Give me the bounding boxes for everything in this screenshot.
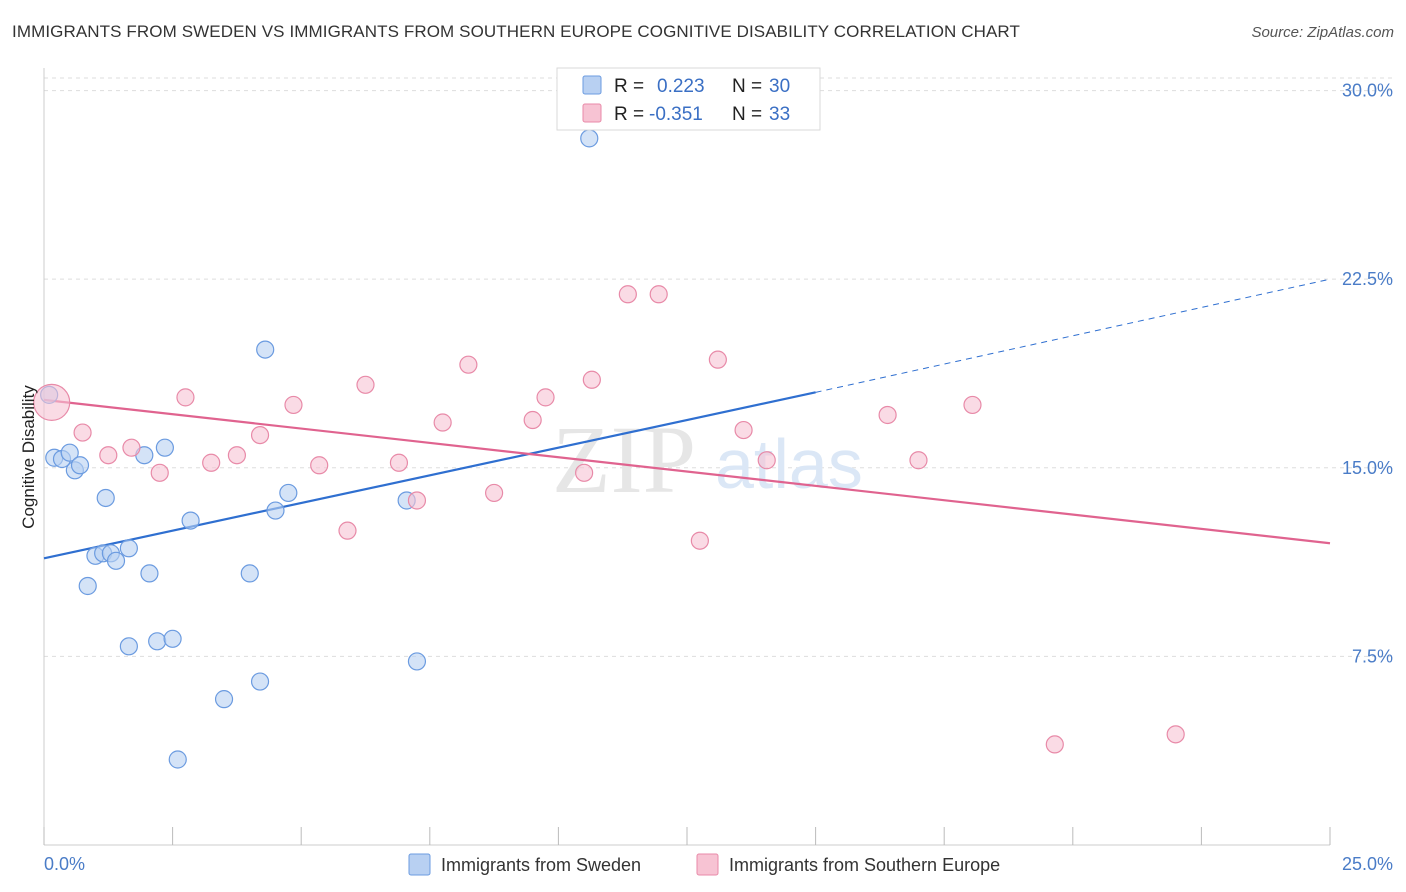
points-layer	[33, 129, 1185, 769]
point-sweden-12	[119, 539, 138, 558]
y-tick-label-2: 22.5%	[1342, 269, 1393, 289]
point-southern-16	[459, 355, 478, 374]
point-southern-18	[523, 410, 542, 430]
point-southern-12	[356, 375, 375, 394]
point-sweden-13	[119, 637, 138, 656]
point-southern-17	[485, 483, 504, 503]
point-southern-23	[649, 285, 668, 304]
point-southern-9	[284, 395, 303, 415]
legend-r-value-sweden: 0.223	[657, 76, 705, 97]
point-sweden-17	[155, 438, 174, 457]
y-axis-title: Cognitive Disability	[19, 385, 38, 529]
axis-layer	[43, 68, 1331, 846]
point-sweden-28	[407, 652, 427, 671]
trend-line-sweden-extension	[815, 278, 1331, 393]
legend-n-label-southern: N =	[732, 104, 762, 125]
legend-r-label-southern: R =	[614, 104, 644, 125]
legend-n-value-southern: 33	[769, 104, 790, 125]
bottom-legend-swatch-southern	[696, 853, 719, 876]
point-southern-8	[250, 425, 270, 445]
point-southern-5	[176, 388, 195, 407]
point-sweden-22	[240, 564, 259, 583]
point-southern-26	[734, 420, 753, 440]
point-southern-0	[33, 383, 71, 422]
y-tick-label-0: 7.5%	[1352, 646, 1393, 666]
point-sweden-5	[70, 456, 90, 475]
legend-r-value-southern: -0.351	[649, 104, 703, 125]
trend-layer	[43, 278, 1331, 560]
bottom-legend-swatch-sweden	[408, 853, 431, 876]
point-sweden-15	[140, 564, 159, 583]
point-southern-21	[582, 370, 601, 389]
point-southern-20	[575, 463, 594, 482]
point-sweden-26	[279, 483, 298, 503]
point-southern-3	[122, 438, 141, 457]
point-sweden-25	[266, 501, 285, 520]
point-sweden-11	[106, 551, 126, 570]
point-southern-14	[407, 491, 427, 510]
x-tick-label-max: 25.0%	[1342, 854, 1393, 874]
point-sweden-6	[78, 576, 97, 596]
legend-swatch-sweden	[582, 75, 602, 95]
point-sweden-3	[60, 443, 79, 462]
point-southern-2	[99, 446, 118, 465]
point-sweden-9	[96, 488, 115, 508]
point-southern-27	[757, 451, 776, 470]
point-sweden-20	[181, 511, 200, 530]
chart-title: IMMIGRANTS FROM SWEDEN VS IMMIGRANTS FRO…	[12, 22, 1020, 41]
bottom-legend-label-southern: Immigrants from Southern Europe	[729, 855, 1000, 875]
point-southern-24	[690, 531, 709, 550]
point-sweden-23	[250, 672, 270, 691]
trend-line-southern	[43, 398, 1331, 545]
point-southern-32	[1166, 725, 1185, 744]
point-sweden-21	[214, 690, 234, 709]
y-tick-label-3: 30.0%	[1342, 81, 1393, 101]
point-southern-4	[150, 463, 169, 482]
watermark-atlas: atlas	[715, 425, 863, 503]
point-southern-29	[909, 451, 928, 470]
x-tick-label-min: 0.0%	[44, 854, 85, 874]
point-sweden-16	[148, 632, 167, 651]
point-southern-19	[536, 388, 555, 407]
point-southern-15	[433, 413, 452, 432]
top-legend: R = 0.223 N = 30 R = -0.351 N = 33	[556, 67, 821, 131]
point-southern-10	[310, 456, 329, 475]
point-southern-25	[708, 350, 727, 369]
chart-source: Source: ZipAtlas.com	[1251, 24, 1394, 41]
point-southern-30	[963, 395, 982, 415]
bottom-legend: Immigrants from Sweden Immigrants from S…	[408, 853, 1000, 876]
point-sweden-18	[163, 629, 182, 648]
legend-r-label-sweden: R =	[614, 76, 644, 97]
legend-n-value-sweden: 30	[769, 76, 790, 97]
trend-line-sweden	[43, 391, 816, 560]
legend-n-label-sweden: N =	[732, 76, 762, 97]
point-southern-7	[227, 446, 246, 465]
watermark: ZIP atlas	[552, 406, 863, 513]
point-southern-22	[618, 285, 637, 304]
point-sweden-29	[580, 129, 599, 148]
point-southern-31	[1045, 735, 1064, 754]
point-southern-13	[389, 453, 409, 472]
point-sweden-24	[256, 340, 275, 359]
point-southern-28	[878, 405, 897, 425]
y-tick-label-1: 15.0%	[1342, 458, 1393, 478]
legend-swatch-southern	[582, 103, 602, 123]
point-sweden-19	[168, 750, 187, 769]
bottom-legend-label-sweden: Immigrants from Sweden	[441, 855, 641, 875]
point-southern-6	[202, 453, 221, 472]
point-southern-11	[338, 521, 357, 540]
point-southern-1	[73, 423, 92, 442]
